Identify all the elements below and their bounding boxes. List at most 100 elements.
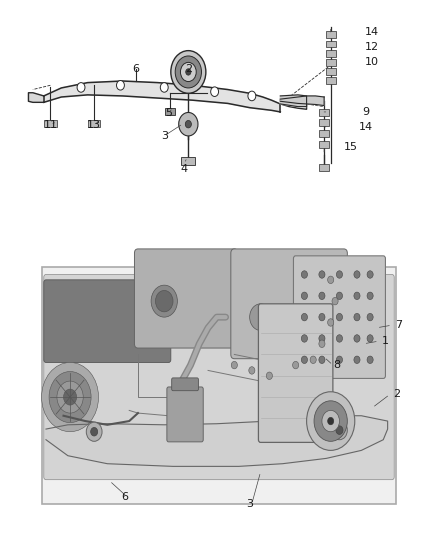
Circle shape: [367, 356, 373, 364]
Bar: [88, 120, 100, 127]
Circle shape: [117, 80, 124, 90]
Bar: [319, 141, 329, 148]
Circle shape: [336, 356, 343, 364]
Circle shape: [301, 335, 307, 342]
Circle shape: [231, 361, 237, 369]
Text: 2: 2: [393, 390, 400, 399]
Circle shape: [336, 271, 343, 278]
Bar: [44, 120, 57, 127]
Circle shape: [328, 319, 334, 326]
Bar: [326, 50, 336, 57]
Circle shape: [160, 83, 168, 92]
Circle shape: [91, 427, 98, 436]
Polygon shape: [44, 81, 280, 112]
Circle shape: [211, 87, 219, 96]
Text: 1: 1: [382, 336, 389, 346]
Circle shape: [248, 91, 256, 101]
Circle shape: [319, 340, 325, 348]
Circle shape: [367, 313, 373, 321]
Text: 10: 10: [365, 57, 379, 67]
Circle shape: [266, 372, 272, 379]
Circle shape: [250, 304, 272, 330]
Circle shape: [301, 313, 307, 321]
Text: 5: 5: [165, 108, 172, 118]
Circle shape: [367, 292, 373, 300]
Circle shape: [367, 271, 373, 278]
Circle shape: [185, 120, 191, 128]
FancyBboxPatch shape: [293, 256, 385, 378]
Circle shape: [155, 290, 173, 312]
Circle shape: [301, 356, 307, 364]
Circle shape: [336, 335, 343, 342]
Bar: [319, 130, 329, 137]
Circle shape: [336, 292, 343, 300]
Circle shape: [354, 356, 360, 364]
Circle shape: [310, 356, 316, 364]
Text: 4: 4: [180, 164, 187, 174]
Circle shape: [151, 285, 177, 317]
Bar: [326, 77, 336, 84]
Circle shape: [354, 335, 360, 342]
Circle shape: [328, 417, 334, 425]
FancyBboxPatch shape: [44, 274, 394, 480]
FancyBboxPatch shape: [167, 387, 203, 442]
FancyBboxPatch shape: [231, 249, 347, 359]
Circle shape: [57, 381, 83, 413]
Text: 3: 3: [246, 499, 253, 508]
Circle shape: [354, 313, 360, 321]
Text: 7: 7: [395, 320, 402, 330]
Text: 3: 3: [161, 131, 168, 141]
Bar: [319, 109, 329, 116]
Polygon shape: [28, 93, 44, 102]
Text: 6: 6: [132, 64, 139, 74]
Text: 9: 9: [362, 107, 369, 117]
Text: 14: 14: [359, 122, 373, 132]
Bar: [319, 164, 329, 171]
Text: 11: 11: [43, 120, 57, 130]
Polygon shape: [280, 95, 307, 107]
Text: 8: 8: [334, 360, 341, 370]
Text: 6: 6: [121, 492, 128, 502]
Circle shape: [249, 367, 255, 374]
Bar: [181, 157, 195, 165]
Circle shape: [332, 421, 347, 440]
Circle shape: [314, 401, 347, 441]
Bar: [326, 68, 336, 75]
Circle shape: [332, 297, 338, 305]
Circle shape: [171, 51, 206, 93]
Polygon shape: [280, 96, 324, 106]
Circle shape: [354, 271, 360, 278]
Bar: [326, 59, 336, 66]
Text: 14: 14: [365, 27, 379, 37]
Polygon shape: [46, 416, 388, 466]
FancyBboxPatch shape: [172, 378, 198, 391]
Circle shape: [322, 410, 339, 432]
Circle shape: [328, 276, 334, 284]
FancyBboxPatch shape: [44, 280, 171, 362]
Circle shape: [279, 318, 295, 337]
Circle shape: [186, 69, 191, 75]
Circle shape: [319, 313, 325, 321]
Circle shape: [179, 112, 198, 136]
Circle shape: [319, 292, 325, 300]
Bar: [165, 108, 175, 115]
Circle shape: [301, 271, 307, 278]
Circle shape: [336, 426, 343, 434]
FancyBboxPatch shape: [134, 249, 238, 348]
Text: 15: 15: [343, 142, 357, 152]
Circle shape: [180, 62, 196, 82]
Circle shape: [354, 292, 360, 300]
Circle shape: [49, 372, 91, 423]
Circle shape: [319, 271, 325, 278]
Circle shape: [64, 389, 77, 405]
Bar: [326, 41, 336, 47]
Circle shape: [301, 292, 307, 300]
Text: 13: 13: [87, 120, 101, 130]
Text: 2: 2: [185, 64, 192, 74]
Text: 12: 12: [365, 42, 379, 52]
Circle shape: [319, 335, 325, 342]
Circle shape: [307, 392, 355, 450]
Circle shape: [175, 56, 201, 88]
Circle shape: [77, 83, 85, 92]
Circle shape: [319, 356, 325, 364]
